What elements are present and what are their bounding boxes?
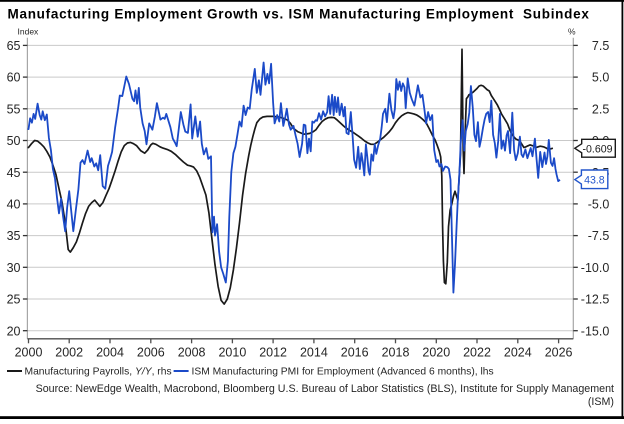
svg-text:(ISM): (ISM) [588, 396, 614, 408]
svg-text:2018: 2018 [382, 346, 410, 360]
svg-text:-7.5: -7.5 [588, 229, 610, 243]
svg-text:Manufacturing Payrolls, Y/Y, r: Manufacturing Payrolls, Y/Y, rhs [25, 366, 172, 377]
svg-text:2004: 2004 [96, 346, 124, 360]
svg-text:2026: 2026 [545, 346, 573, 360]
svg-text:2.5: 2.5 [592, 102, 609, 116]
svg-text:50: 50 [7, 134, 21, 148]
svg-text:35: 35 [7, 229, 21, 243]
svg-text:2010: 2010 [218, 346, 246, 360]
svg-text:65: 65 [7, 39, 21, 53]
svg-text:25: 25 [7, 293, 21, 307]
svg-text:2022: 2022 [463, 346, 491, 360]
svg-text:2002: 2002 [55, 346, 83, 360]
svg-text:60: 60 [7, 71, 21, 85]
svg-text:ISM Manufacturing PMI for Empl: ISM Manufacturing PMI for Employment (Ad… [192, 366, 494, 377]
svg-text:40: 40 [7, 198, 21, 212]
svg-text:2008: 2008 [178, 346, 206, 360]
svg-text:-10.0: -10.0 [581, 261, 610, 275]
svg-text:55: 55 [7, 102, 21, 116]
svg-text:20: 20 [7, 324, 21, 338]
svg-text:5.0: 5.0 [592, 71, 609, 85]
svg-text:Index: Index [18, 27, 40, 37]
svg-text:Manufacturing Employment Growt: Manufacturing Employment Growth vs. ISM … [8, 6, 590, 21]
svg-text:2000: 2000 [15, 346, 43, 360]
svg-text:2020: 2020 [422, 346, 450, 360]
svg-text:43.8: 43.8 [584, 174, 605, 186]
svg-text:-0.609: -0.609 [582, 143, 612, 155]
svg-text:7.5: 7.5 [592, 39, 609, 53]
svg-text:-5.0: -5.0 [588, 198, 610, 212]
svg-text:-12.5: -12.5 [581, 293, 610, 307]
svg-text:2016: 2016 [341, 346, 369, 360]
svg-text:%: % [568, 27, 576, 37]
svg-text:2024: 2024 [504, 346, 532, 360]
svg-text:-15.0: -15.0 [581, 324, 610, 338]
svg-text:2014: 2014 [300, 346, 328, 360]
svg-text:2006: 2006 [137, 346, 165, 360]
svg-text:2012: 2012 [259, 346, 287, 360]
svg-text:30: 30 [7, 261, 21, 275]
svg-text:45: 45 [7, 166, 21, 180]
svg-text:Source: NewEdge Wealth, Macrob: Source: NewEdge Wealth, Macrobond, Bloom… [36, 383, 614, 395]
